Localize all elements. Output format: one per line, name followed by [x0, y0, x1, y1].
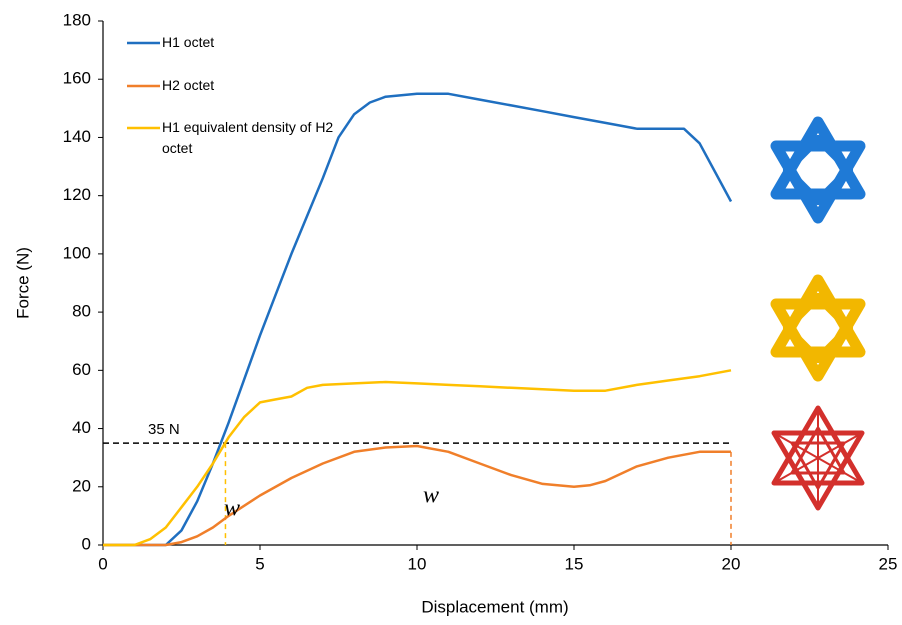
x-tick-label: 0: [98, 554, 107, 573]
series-line: [103, 94, 731, 545]
legend-label: H2 octet: [162, 75, 337, 96]
annotation: w: [423, 483, 439, 509]
chart: Displacement (mm) Force (N) 0 5 10 15 20 25 0 2…: [0, 0, 902, 625]
y-tick-label: 180: [63, 10, 91, 29]
yellow-lattice: [776, 280, 860, 376]
annotation: w: [224, 496, 240, 522]
x-axis-title: Displacement (mm): [421, 597, 568, 616]
y-tick-label: 140: [63, 127, 91, 146]
x-tick-label: 15: [565, 554, 584, 573]
y-tick-label: 100: [63, 243, 91, 262]
series-line: [103, 446, 731, 545]
y-tick-label: 60: [72, 360, 91, 379]
x-tick-label: 25: [879, 554, 898, 573]
lattice-icons: [774, 122, 862, 508]
legend-label: H1 octet: [162, 32, 337, 53]
y-tick-label: 0: [82, 534, 91, 553]
x-tick-label: 5: [255, 554, 264, 573]
x-tick-label: 10: [408, 554, 427, 573]
y-tick-label: 20: [72, 476, 91, 495]
y-axis-title: Force (N): [13, 247, 32, 319]
y-tick-label: 80: [72, 302, 91, 321]
plot: Displacement (mm) Force (N) 0 5 10 15 20 25 0 2…: [0, 0, 902, 625]
blue-lattice: [776, 122, 860, 218]
y-tick-label: 40: [72, 418, 91, 437]
y-tick-label: 160: [63, 69, 91, 88]
legend-label: H1 equivalent density of H2 octet: [162, 117, 337, 159]
y-tick-label: 120: [63, 185, 91, 204]
reference-label: 35 N: [148, 421, 180, 438]
x-tick-label: 20: [722, 554, 741, 573]
series-line: [103, 370, 731, 545]
red-lattice: [774, 408, 862, 508]
